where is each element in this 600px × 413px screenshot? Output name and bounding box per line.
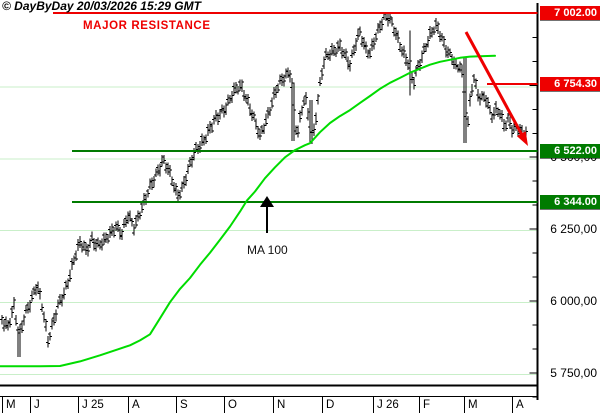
month-label: M (468, 399, 478, 411)
ma-100-label: MA 100 (247, 243, 288, 257)
axes (0, 3, 539, 413)
copyright-header: © DayByDay 20/03/2026 15:29 GMT (2, 0, 201, 13)
ma-100-line (0, 54, 496, 368)
trend-arrow (464, 31, 528, 146)
month-label: M (6, 399, 16, 411)
month-label: O (228, 399, 237, 411)
month-label: A (516, 399, 524, 411)
month-label: J 26 (377, 399, 399, 411)
ma-marker-arrow (260, 196, 274, 233)
month-label: S (180, 399, 188, 411)
month-label: N (277, 399, 286, 411)
month-label: A (132, 399, 140, 411)
month-label: D (326, 399, 335, 411)
axis-price-label: 5 750,00 (550, 365, 597, 380)
price-flag-support-2: 6 344.00 (540, 195, 600, 210)
major-resistance-label: MAJOR RESISTANCE (83, 20, 211, 32)
month-label: J (34, 399, 40, 411)
axis-price-label: 6 000,00 (550, 293, 597, 308)
price-flag-resistance-2: 6 754.30 (540, 77, 600, 92)
month-label: F (423, 399, 431, 411)
axis-price-label: 6 250,00 (550, 221, 597, 236)
ohlc-bars (0, 13, 528, 358)
month-label: J 25 (82, 399, 104, 411)
level-lines (53, 11, 538, 204)
gridlines (0, 86, 537, 375)
price-flag-support-1: 6 522.00 (540, 143, 600, 158)
price-flag-resistance-1: 7 002.00 (540, 5, 600, 20)
